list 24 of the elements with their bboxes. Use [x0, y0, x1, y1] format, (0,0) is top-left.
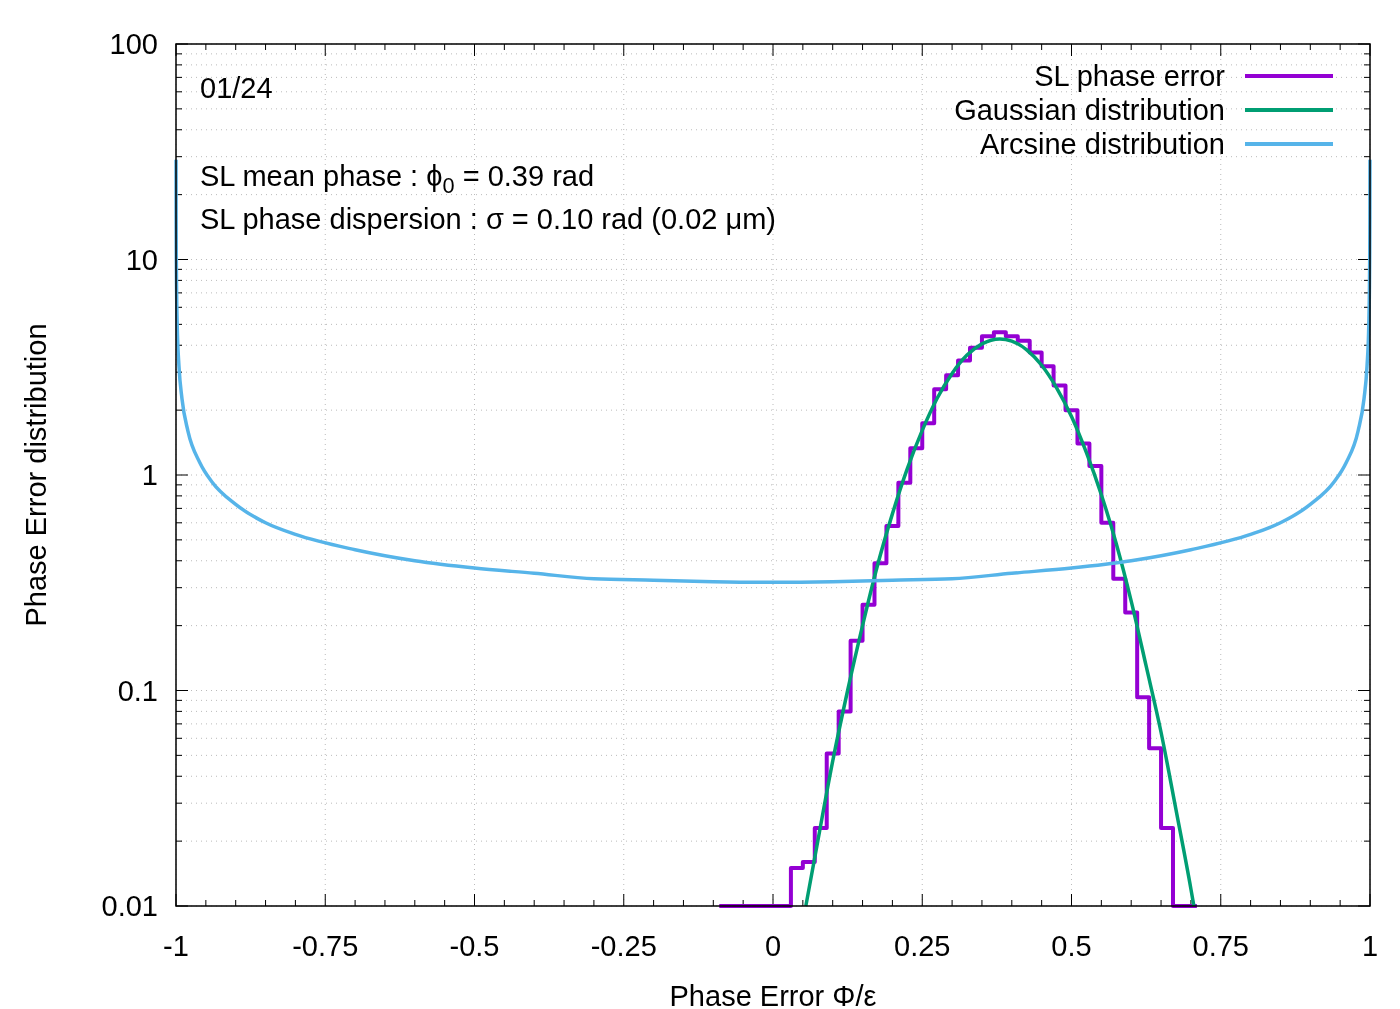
y-axis-title: Phase Error distribution: [20, 323, 52, 627]
line-series: [804, 337, 1196, 908]
x-tick-label: 0.25: [894, 930, 951, 962]
x-tick-label: 1: [1361, 930, 1379, 962]
x-tick-label: 0: [764, 930, 782, 962]
annotation: 01/24: [200, 72, 273, 104]
y-tick-label: 0.01: [101, 890, 158, 923]
x-tick-label: -0.25: [590, 930, 657, 962]
x-axis-title: Phase Error Φ/ε: [669, 980, 877, 1009]
legend-label: Gaussian distribution: [954, 94, 1225, 127]
legend-label: Arcsine distribution: [980, 128, 1225, 161]
x-tick-label: 0.75: [1192, 930, 1249, 962]
y-tick-label: 10: [125, 243, 158, 276]
legend-label: SL phase error: [1034, 60, 1226, 93]
annotation: SL phase dispersion : σ = 0.10 rad (0.02 μm): [200, 203, 776, 235]
y-tick-label: 100: [109, 28, 158, 61]
x-tick-label: -1: [163, 930, 189, 962]
annotation: SL mean phase : ϕ$_{0}$ = 0.39 rad: [200, 160, 595, 198]
line-series: [174, 158, 1372, 584]
x-tick-label: 0.5: [1051, 930, 1092, 962]
x-tick-label: -0.75: [292, 930, 359, 962]
y-tick-label: 1: [141, 459, 158, 492]
y-tick-label: 0.1: [117, 674, 158, 707]
x-tick-label: -0.5: [449, 930, 500, 962]
